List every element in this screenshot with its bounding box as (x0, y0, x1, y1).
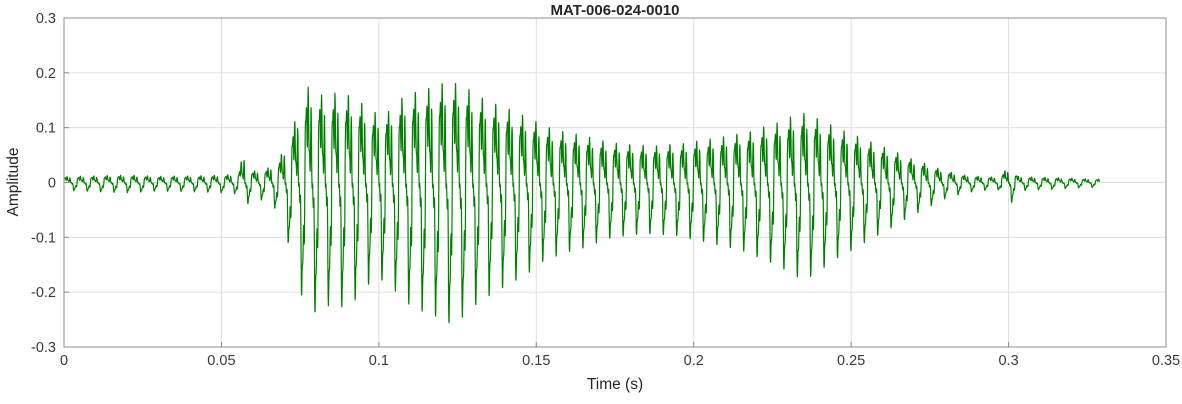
x-tick-label: 0.2 (684, 353, 704, 369)
y-tick-label: 0.3 (36, 11, 56, 27)
x-tick-label: 0.3 (998, 353, 1018, 369)
x-tick-label: 0.25 (837, 353, 865, 369)
y-tick-label: -0.1 (31, 230, 56, 246)
chart-title: MAT-006-024-0010 (550, 2, 680, 19)
y-tick-label: -0.2 (31, 285, 56, 301)
y-tick-label: 0 (48, 176, 56, 192)
y-tick-label: -0.3 (31, 340, 56, 356)
x-tick-label: 0.05 (207, 353, 235, 369)
x-axis-label: Time (s) (586, 376, 644, 393)
y-tick-label: 0.2 (36, 66, 56, 82)
x-tick-label: 0.35 (1152, 353, 1180, 369)
x-tick-label: 0.1 (369, 353, 389, 369)
y-tick-label: 0.1 (36, 121, 56, 137)
x-tick-label: 0.15 (522, 353, 550, 369)
waveform-line (63, 82, 1101, 324)
x-tick-label: 0 (60, 353, 68, 369)
